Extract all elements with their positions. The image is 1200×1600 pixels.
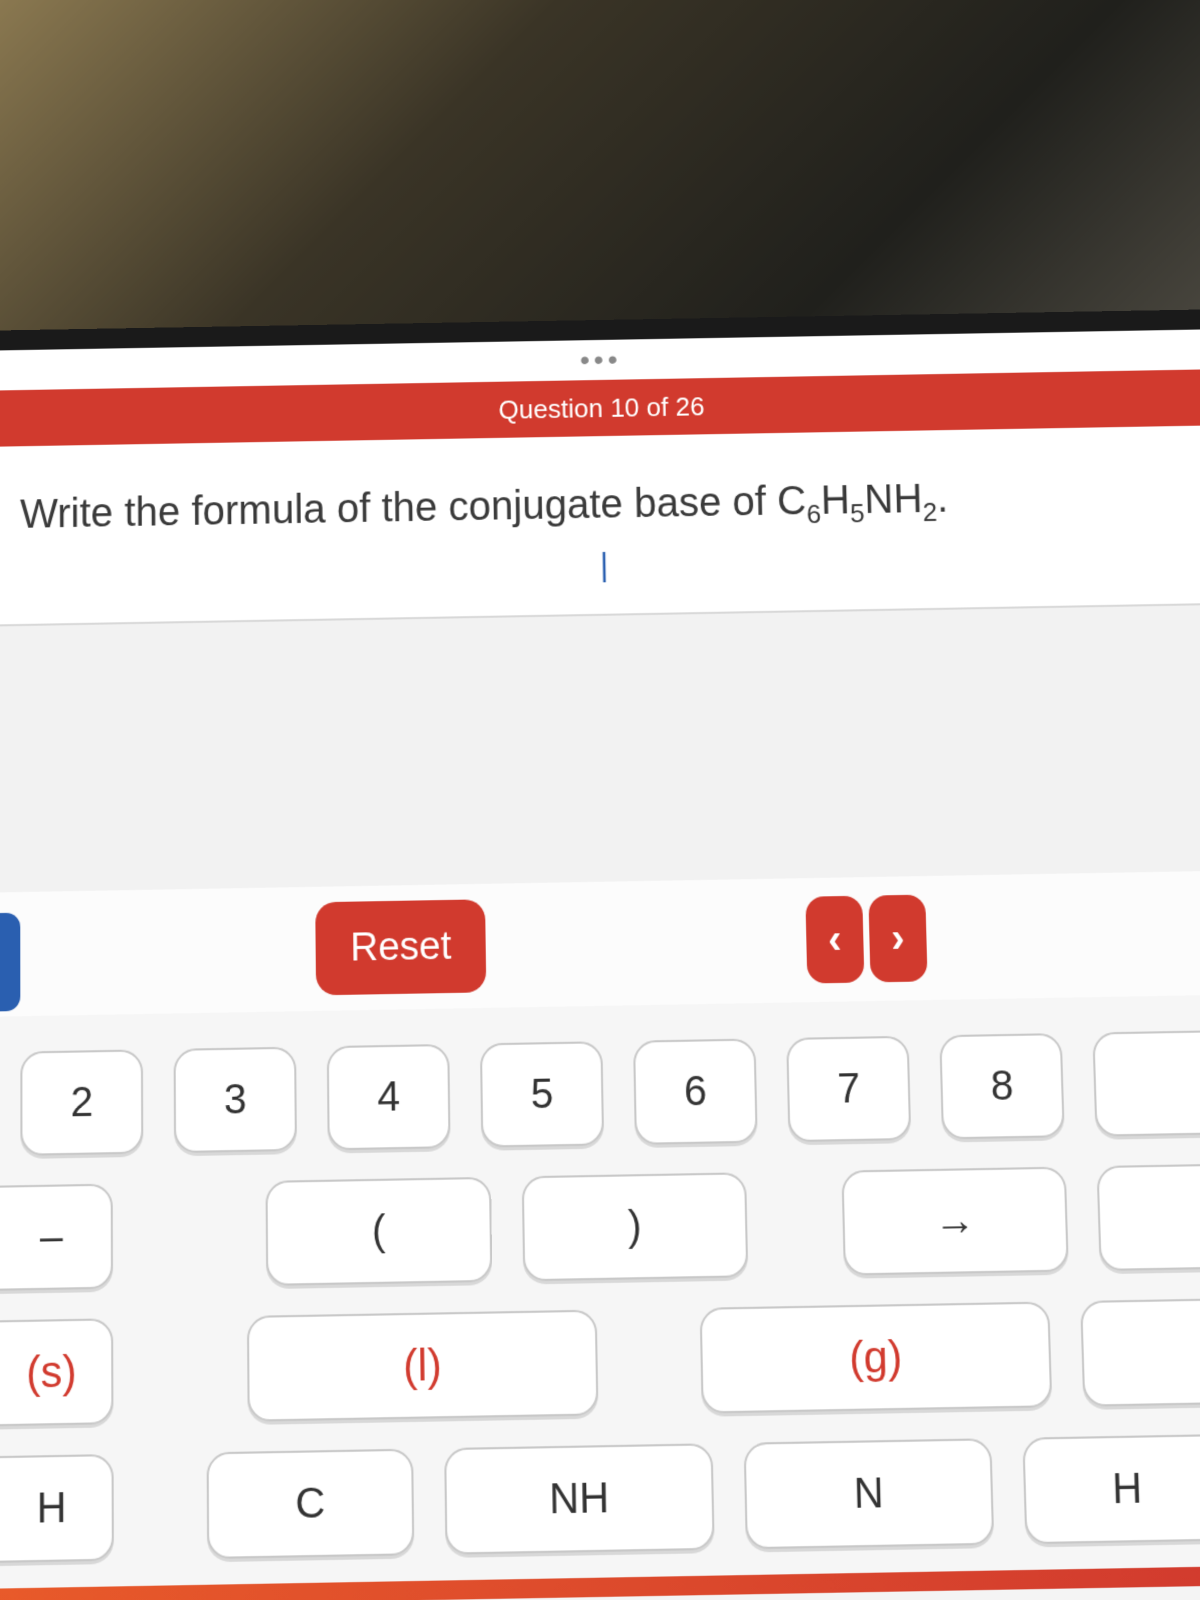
formula-period: . <box>936 476 948 521</box>
reset-button[interactable]: Reset <box>315 900 486 996</box>
answer-area[interactable] <box>0 605 1200 893</box>
key-n[interactable]: N <box>744 1439 995 1550</box>
key-row-states: (s) (l) (g) <box>0 1284 1200 1442</box>
formula-sub-2: 2 <box>922 497 937 528</box>
key-solid[interactable]: (s) <box>0 1319 113 1427</box>
key-8[interactable]: 8 <box>939 1033 1065 1139</box>
formula-c: C <box>777 479 807 524</box>
key-row-numbers: 2 3 4 5 6 7 8 <box>0 1016 1200 1172</box>
input-cursor[interactable]: | <box>20 536 1189 594</box>
key-partial-r3[interactable] <box>1080 1299 1200 1407</box>
key-6[interactable]: 6 <box>633 1039 758 1145</box>
nav-arrows: ‹ › <box>805 895 927 984</box>
formula-sub-5: 5 <box>850 498 865 529</box>
key-arrow-right[interactable]: → <box>841 1167 1069 1276</box>
next-button[interactable]: › <box>868 895 927 983</box>
blue-tab-button[interactable] <box>0 913 20 1012</box>
key-c[interactable]: C <box>207 1449 415 1559</box>
key-7[interactable]: 7 <box>786 1036 911 1142</box>
key-liquid[interactable]: (l) <box>247 1310 599 1422</box>
formula-sub-6: 6 <box>806 499 821 530</box>
formula-h: H <box>820 478 850 523</box>
key-3[interactable]: 3 <box>174 1047 297 1154</box>
key-9-partial[interactable] <box>1092 1031 1200 1137</box>
key-partial-r2[interactable] <box>1097 1164 1200 1271</box>
photo-background: ••• Question 10 of 26 Write the formula … <box>0 0 1200 1600</box>
question-prefix: Write the formula of the conjugate base … <box>20 479 778 537</box>
key-nh[interactable]: NH <box>444 1444 715 1556</box>
key-row-parens: – ( ) → <box>0 1149 1200 1306</box>
key-row-elements: H C NH N H <box>0 1419 1200 1578</box>
question-counter: Question 10 of 26 <box>498 391 704 426</box>
question-area: Write the formula of the conjugate base … <box>0 425 1200 627</box>
key-4[interactable]: 4 <box>327 1044 451 1150</box>
key-h-right[interactable]: H <box>1022 1434 1200 1544</box>
control-row: Reset ‹ › <box>0 871 1200 1017</box>
key-h-left[interactable]: H <box>0 1454 114 1563</box>
question-text: Write the formula of the conjugate base … <box>20 466 1187 546</box>
keyboard: 2 3 4 5 6 7 8 – ( ) → (s) (l) <box>0 995 1200 1600</box>
formula-nh: NH <box>864 477 923 522</box>
key-gas[interactable]: (g) <box>700 1302 1053 1414</box>
key-dash[interactable]: – <box>0 1184 113 1291</box>
prev-button[interactable]: ‹ <box>805 896 864 984</box>
key-2[interactable]: 2 <box>20 1050 143 1157</box>
tablet-frame: ••• Question 10 of 26 Write the formula … <box>0 309 1200 1600</box>
key-open-paren[interactable]: ( <box>266 1177 492 1286</box>
key-5[interactable]: 5 <box>480 1042 604 1148</box>
key-close-paren[interactable]: ) <box>521 1173 748 1282</box>
